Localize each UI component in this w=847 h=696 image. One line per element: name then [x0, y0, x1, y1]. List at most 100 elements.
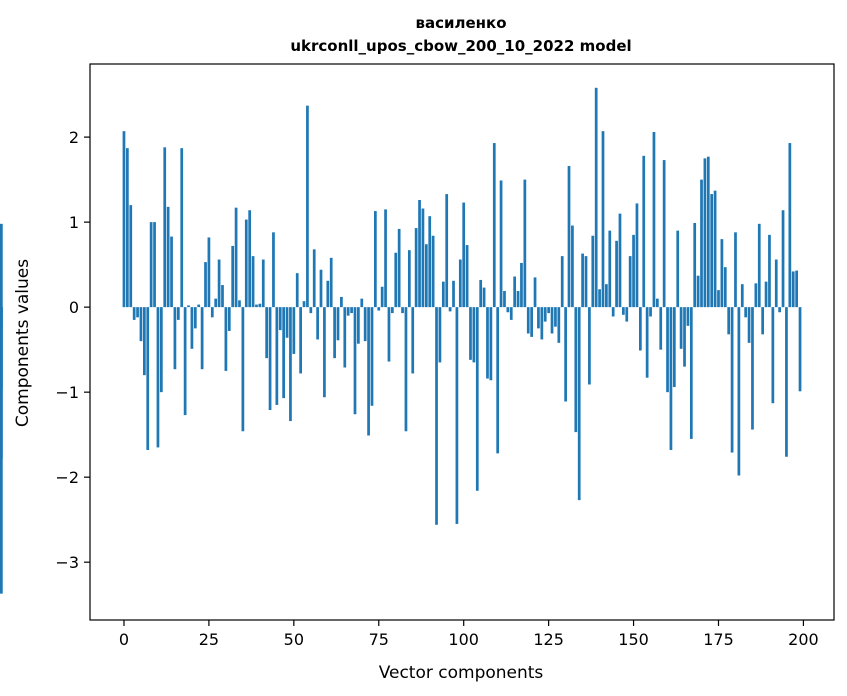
- bar: [482, 287, 486, 308]
- bar: [768, 234, 771, 308]
- bar: [404, 307, 408, 432]
- bar: [346, 307, 350, 316]
- bar: [577, 307, 581, 501]
- bar: [265, 307, 269, 359]
- bar: [533, 277, 537, 308]
- bar: [788, 143, 792, 308]
- bar: [445, 194, 449, 308]
- x-tick-label: 75: [369, 630, 389, 649]
- bar: [129, 205, 133, 308]
- bar: [526, 307, 530, 334]
- bar: [132, 307, 136, 320]
- bar: [255, 304, 258, 308]
- bar: [251, 256, 255, 308]
- bars-layer: [0, 87, 802, 594]
- x-tick-label: 0: [119, 630, 129, 649]
- bar: [550, 307, 554, 334]
- bar: [791, 271, 795, 308]
- bar: [764, 281, 768, 308]
- bar: [706, 156, 710, 308]
- bar: [0, 307, 3, 389]
- bar: [424, 244, 428, 308]
- bar: [571, 225, 574, 308]
- bar: [659, 307, 663, 350]
- bar: [672, 307, 676, 388]
- x-tick-label: 100: [448, 630, 479, 649]
- y-tick-label: −2: [55, 468, 79, 487]
- bar: [312, 249, 316, 308]
- bar: [492, 143, 496, 308]
- bar: [173, 307, 177, 370]
- bar: [0, 223, 3, 308]
- bar: [564, 307, 567, 402]
- bar: [734, 232, 737, 308]
- bar: [462, 202, 466, 308]
- bar: [785, 307, 788, 457]
- bar: [720, 239, 724, 308]
- y-tick-label: 0: [69, 298, 79, 317]
- bar: [489, 307, 493, 381]
- bar: [618, 213, 622, 308]
- bar: [499, 180, 503, 308]
- bar: [516, 290, 520, 308]
- bar: [458, 259, 462, 308]
- bar: [581, 253, 584, 308]
- bar: [234, 207, 238, 308]
- y-tick-label: 2: [69, 128, 79, 147]
- bar: [686, 307, 690, 326]
- bar: [207, 237, 211, 308]
- bar: [543, 307, 547, 322]
- bar: [771, 307, 775, 404]
- bar: [601, 131, 605, 308]
- bar: [635, 203, 639, 308]
- bar: [676, 230, 680, 308]
- bar: [397, 228, 401, 308]
- y-axis-label: Components values: [13, 259, 33, 427]
- bar: [611, 307, 615, 317]
- bar: [520, 262, 523, 308]
- bar: [163, 147, 167, 308]
- bar: [744, 307, 748, 318]
- x-tick-label: 125: [533, 630, 564, 649]
- bar: [795, 270, 798, 308]
- bar: [363, 307, 367, 342]
- bar: [374, 211, 377, 308]
- bar: [122, 131, 126, 308]
- bar: [710, 194, 714, 308]
- bar: [411, 307, 415, 374]
- bar: [622, 307, 625, 315]
- bar: [537, 307, 540, 329]
- bar: [231, 245, 235, 308]
- bar: [730, 307, 734, 453]
- bar: [387, 307, 391, 362]
- y-axis: −3 −2 −1 0 1 2: [55, 128, 90, 572]
- bar: [628, 256, 632, 308]
- bar: [513, 276, 517, 308]
- bar: [727, 307, 731, 335]
- bar: [166, 206, 170, 308]
- bar: [475, 307, 479, 491]
- bar: [357, 307, 360, 344]
- bar: [540, 307, 544, 340]
- bar: [700, 179, 703, 308]
- y-tick-label: 1: [69, 213, 79, 232]
- bar: [146, 307, 150, 450]
- bar: [360, 298, 364, 308]
- bar: [496, 307, 500, 454]
- bar: [421, 208, 425, 308]
- bar: [221, 285, 224, 308]
- bar: [506, 307, 510, 313]
- bar: [407, 250, 411, 308]
- bar: [418, 200, 421, 308]
- bar: [289, 307, 292, 422]
- bar: [183, 307, 187, 416]
- bar: [639, 307, 642, 351]
- bar: [465, 245, 469, 308]
- bar: [560, 256, 564, 308]
- bar: [523, 179, 527, 308]
- bar: [452, 280, 455, 308]
- bar: [588, 307, 591, 385]
- bar: [642, 155, 646, 308]
- bar: [754, 283, 758, 308]
- bar: [717, 290, 720, 308]
